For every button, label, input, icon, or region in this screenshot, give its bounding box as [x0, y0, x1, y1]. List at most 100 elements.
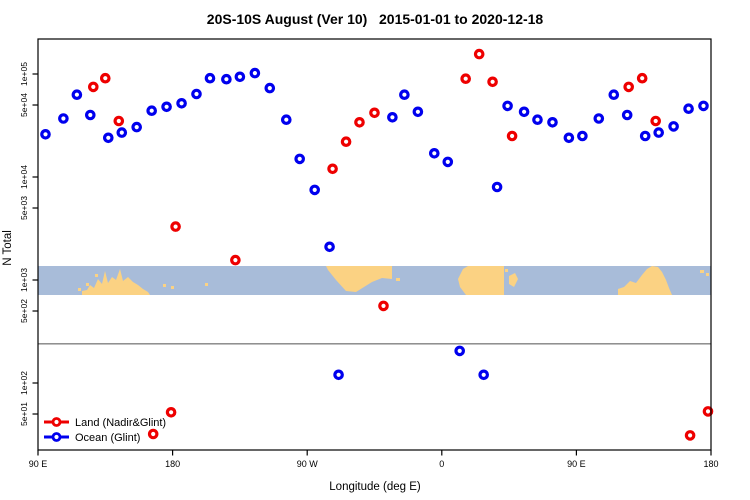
map-band-land	[458, 266, 504, 295]
data-point-ocean	[653, 127, 665, 138]
y-tick-label: 5e+02	[19, 299, 29, 323]
data-point-ocean	[40, 129, 51, 140]
map-band-land-speck	[78, 288, 81, 291]
legend-label-land: Land (Nadir&Glint)	[75, 417, 166, 429]
data-point-land	[473, 48, 485, 60]
data-point-ocean	[639, 130, 651, 142]
y-axis-title: N Total	[2, 230, 14, 266]
data-point-land	[340, 136, 352, 148]
data-point-ocean	[442, 156, 454, 168]
data-point-ocean	[71, 89, 83, 101]
data-point-land	[460, 73, 472, 85]
data-point-ocean	[309, 184, 321, 196]
map-band-land	[509, 273, 518, 287]
data-point-land	[147, 428, 159, 440]
data-point-ocean	[58, 113, 69, 124]
data-point-ocean	[608, 89, 620, 101]
data-point-land	[623, 81, 635, 93]
data-point-ocean	[249, 67, 261, 79]
x-tick-label: 180	[703, 459, 718, 469]
data-point-ocean	[547, 117, 558, 128]
data-point-ocean	[577, 130, 588, 142]
data-point-ocean	[621, 109, 633, 121]
data-point-ocean	[191, 88, 202, 100]
map-band-land-speck	[205, 283, 208, 286]
data-point-ocean	[399, 89, 410, 101]
x-tick-label: 0	[439, 459, 444, 469]
data-point-land	[636, 72, 648, 84]
data-point-ocean	[502, 100, 513, 112]
x-tick-label: 90 W	[297, 459, 319, 469]
plot-border	[37, 38, 712, 451]
data-point-ocean	[387, 112, 398, 123]
data-point-land	[650, 115, 662, 127]
legend-marker-ocean	[51, 432, 62, 442]
data-point-land	[100, 72, 111, 84]
y-tick-label: 5e+04	[19, 93, 29, 117]
data-point-ocean	[428, 148, 440, 159]
x-tick-label: 90 E	[29, 459, 48, 469]
data-point-ocean	[518, 106, 530, 118]
data-point-ocean	[698, 100, 709, 112]
data-point-land	[702, 406, 714, 417]
data-point-ocean	[234, 71, 246, 83]
legend-marker-land	[51, 417, 62, 427]
y-tick-label: 1e+03	[19, 268, 29, 292]
data-point-land	[506, 130, 518, 142]
data-point-land	[487, 76, 498, 88]
y-tick-label: 5e+01	[19, 402, 29, 426]
map-band-land-speck	[86, 283, 89, 286]
map-band-land	[326, 266, 392, 292]
map-band-land-speck	[163, 284, 166, 287]
data-point-ocean	[204, 72, 216, 84]
data-point-ocean	[668, 121, 679, 132]
data-point-ocean	[221, 73, 232, 85]
data-point-land	[165, 406, 177, 418]
chart-title: 20S-10S August (Ver 10) 2015-01-01 to 20…	[207, 11, 544, 27]
x-tick-label: 180	[165, 459, 180, 469]
data-point-ocean	[131, 121, 143, 133]
legend-label-ocean: Ocean (Glint)	[75, 432, 140, 444]
map-band-land-speck	[396, 278, 400, 281]
data-point-ocean	[532, 114, 543, 126]
data-point-ocean	[116, 127, 128, 138]
y-tick-label: 1e+02	[19, 371, 29, 395]
data-point-ocean	[333, 369, 344, 381]
data-point-land	[378, 300, 389, 312]
data-point-ocean	[146, 105, 158, 117]
y-tick-label: 1e+05	[19, 62, 29, 86]
data-point-ocean	[563, 132, 575, 144]
data-point-land	[113, 115, 125, 127]
data-point-ocean	[412, 106, 424, 118]
data-point-ocean	[294, 153, 306, 165]
map-band-land-speck	[95, 274, 98, 277]
data-point-ocean	[324, 241, 335, 253]
map-band-land-speck	[706, 273, 709, 276]
x-tick-label: 90 E	[567, 459, 586, 469]
data-point-land	[230, 254, 241, 266]
data-point-ocean	[85, 109, 96, 121]
plot-area: Land (Nadir&Glint) Ocean (Glint) 90 E 180 90…	[19, 38, 719, 469]
data-point-ocean	[491, 181, 503, 193]
data-point-land	[170, 221, 181, 232]
data-point-ocean	[454, 345, 466, 357]
y-tick-label: 5e+03	[19, 196, 29, 220]
y-tick-label: 1e+04	[19, 165, 29, 189]
data-point-ocean	[103, 132, 114, 144]
data-point-ocean	[161, 101, 172, 113]
map-band-land-speck	[700, 270, 704, 273]
data-point-land	[369, 107, 380, 119]
data-point-ocean	[280, 114, 292, 126]
data-point-ocean	[264, 82, 276, 94]
map-band-land	[618, 266, 672, 295]
data-point-ocean	[683, 103, 694, 115]
data-point-land	[327, 163, 338, 175]
map-band-land	[82, 269, 150, 295]
data-point-land	[354, 117, 365, 128]
data-point-ocean	[593, 113, 605, 124]
data-point-land	[684, 430, 696, 441]
data-point-ocean	[478, 369, 490, 381]
data-point-land	[88, 81, 99, 93]
